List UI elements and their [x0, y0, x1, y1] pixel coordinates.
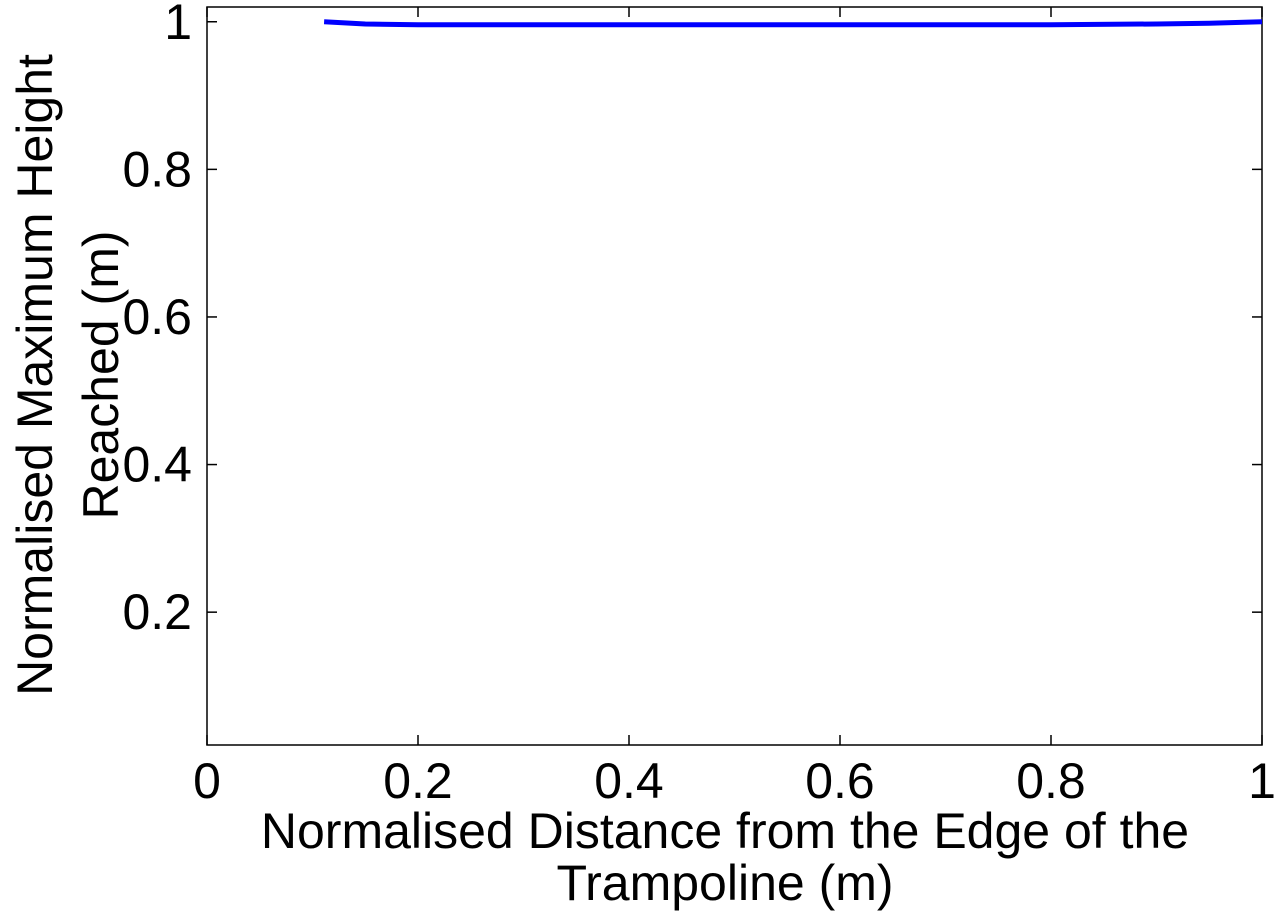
y-tick-label: 0.2	[122, 584, 192, 640]
x-axis-label-line: Normalised Distance from the Edge of the	[261, 803, 1189, 859]
x-tick-label: 0.2	[383, 753, 453, 809]
x-tick-label: 0	[193, 753, 221, 809]
x-axis-label-line: Trampoline (m)	[556, 855, 893, 911]
plot-frame	[206, 6, 1263, 746]
series-layer	[323, 19, 1263, 28]
y-axis-label: Normalised Maximum Height Reached (m)	[7, 54, 129, 696]
x-tick-label: 0.6	[805, 753, 875, 809]
y-tick-label: 0.8	[122, 141, 192, 197]
y-axis-ticks: 0.2 0.4 0.6 0.8 1	[122, 0, 1262, 640]
y-tick-label: 0.6	[122, 289, 192, 345]
x-axis-label: Normalised Distance from the Edge of the…	[261, 803, 1189, 911]
y-axis-label-line: Normalised Maximum Height	[7, 54, 63, 696]
x-tick-label: 0.4	[594, 753, 664, 809]
y-axis-label-line: Reached (m)	[73, 231, 129, 520]
y-tick-label: 0.4	[122, 437, 192, 493]
x-tick-label: 1	[1248, 753, 1276, 809]
y-tick-label: 1	[164, 0, 192, 50]
x-tick-label: 0.8	[1016, 753, 1086, 809]
x-axis-ticks: 0 0.2 0.4 0.6 0.8 1	[193, 7, 1276, 809]
plot-area	[206, 6, 1263, 746]
series-line	[323, 19, 1263, 28]
